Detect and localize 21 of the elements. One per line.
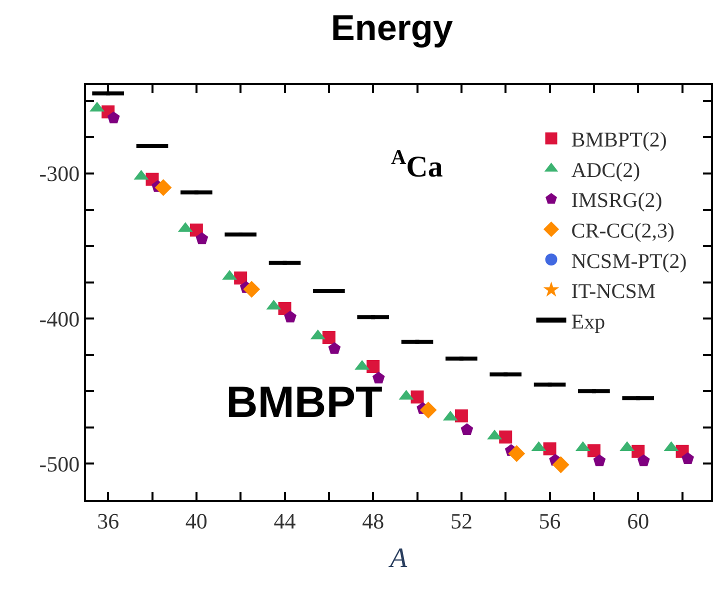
x-tick-label: 36	[97, 508, 120, 534]
legend-label: CR-CC(2,3)	[571, 218, 675, 242]
x-tick-label: 52	[450, 508, 472, 534]
annotation: BMBPT	[226, 378, 383, 427]
x-tick-label: 56	[538, 508, 561, 534]
x-tick-label: 40	[185, 508, 208, 534]
y-tick-label: -400	[39, 306, 80, 332]
x-axis-title: A	[388, 543, 408, 574]
y-tick-label: -500	[39, 451, 80, 476]
x-tick-label: 48	[362, 508, 384, 534]
legend-label: BMBPT(2)	[571, 128, 667, 152]
legend-label: IMSRG(2)	[571, 188, 662, 212]
y-tick-label: -300	[39, 161, 80, 186]
x-tick-label: 44	[274, 508, 296, 534]
annotation: $^{A}$Ca	[391, 145, 443, 184]
legend-label: NCSM-PT(2)	[571, 248, 687, 273]
x-tick-label: 60	[627, 508, 650, 534]
chart-title: Energy	[330, 7, 453, 48]
legend-label: ADC(2)	[571, 158, 640, 182]
legend-label: Exp	[571, 309, 606, 334]
legend-label: IT-NCSM	[571, 279, 656, 304]
